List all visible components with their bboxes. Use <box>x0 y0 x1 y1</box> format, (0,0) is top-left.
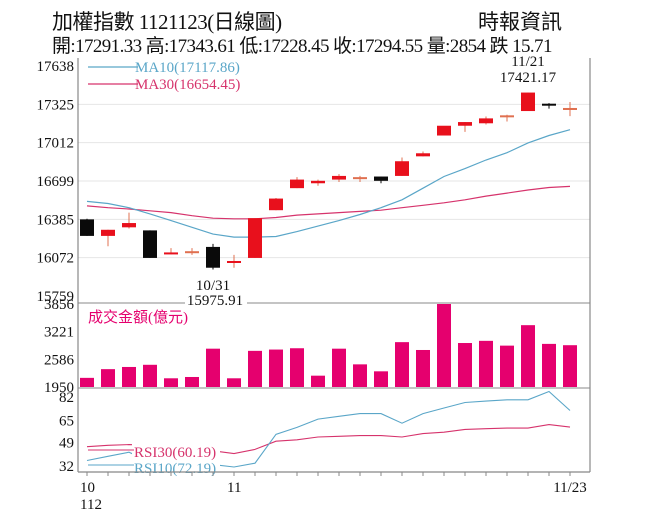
rsi-tick-label: 65 <box>59 413 74 429</box>
rsi30-legend-label: RSI30(60.19) <box>134 445 216 461</box>
volume-bar <box>479 340 493 387</box>
rsi10-legend-label: RSI10(72.19) <box>134 461 216 477</box>
ma10-legend-label: MA10(17117.86) <box>135 60 240 76</box>
candle-up <box>164 252 178 255</box>
candle-down <box>143 230 157 258</box>
candle-up <box>563 107 577 110</box>
volume-bar <box>437 304 451 387</box>
volume-bar <box>101 369 115 387</box>
candle-up <box>458 122 472 126</box>
volume-bar <box>185 376 199 387</box>
rsi-tick-label: 82 <box>59 390 74 406</box>
price-tick-label: 17638 <box>37 59 75 75</box>
x-axis-label: 11 <box>227 480 241 496</box>
ohlc-summary: 開:17291.33 高:17343.61 低:17228.45 收:17294… <box>52 36 552 57</box>
price-tick-label: 15759 <box>37 289 75 305</box>
volume-bar <box>458 343 472 387</box>
volume-bar <box>248 350 262 387</box>
candle-up <box>248 218 262 258</box>
volume-bar <box>206 348 220 387</box>
source-label: 時報資訊 <box>478 10 562 34</box>
ma10-line <box>86 129 571 238</box>
rsi-tick-label: 32 <box>59 459 74 475</box>
volume-bar <box>563 345 577 387</box>
candle-down <box>374 176 388 181</box>
x-axis-label: 11/23 <box>553 480 587 496</box>
candle-up <box>101 229 115 236</box>
candle-up <box>311 180 325 184</box>
candle-up <box>500 115 514 118</box>
volume-bar <box>122 366 136 387</box>
high-value-annotation: 17421.17 <box>500 70 557 86</box>
volume-bar <box>521 325 535 387</box>
candle-up <box>269 198 283 211</box>
candle-up <box>353 177 367 180</box>
volume-bar <box>311 375 325 387</box>
volume-tick-label: 3221 <box>44 325 74 341</box>
x-axis-year-label: 112 <box>80 497 102 513</box>
volume-bar <box>353 364 367 387</box>
candle-up <box>227 260 241 263</box>
volume-bar <box>332 348 346 387</box>
volume-bar <box>374 371 388 387</box>
candle-up <box>437 125 451 136</box>
rsi-legend-bg <box>132 441 220 475</box>
volume-tick-label: 2586 <box>44 352 75 368</box>
volume-bar <box>500 345 514 387</box>
candle-up <box>479 118 493 124</box>
price-tick-label: 16385 <box>37 212 75 228</box>
candle-up <box>122 223 136 228</box>
volume-bar <box>542 343 556 387</box>
candle-up <box>290 179 304 189</box>
rsi-tick-label: 49 <box>59 436 74 452</box>
candle-up <box>185 251 199 254</box>
volume-title: 成交金額(億元) <box>88 308 188 326</box>
volume-bar <box>227 378 241 387</box>
ma30-line <box>86 185 571 220</box>
price-tick-label: 17325 <box>37 97 75 113</box>
price-tick-label: 16072 <box>37 251 75 267</box>
volume-bar <box>143 364 157 387</box>
high-date-annotation: 11/21 <box>511 54 545 70</box>
chart-title: 加權指數 1121123(日線圖) <box>52 10 282 34</box>
price-tick-label: 17012 <box>37 136 75 152</box>
volume-bar <box>290 348 304 387</box>
candle-down <box>80 219 94 236</box>
candle-up <box>416 153 430 157</box>
volume-tick-label: 1950 <box>44 380 74 396</box>
candle-down <box>206 246 220 268</box>
volume-bar <box>416 349 430 387</box>
price-tick-label: 16699 <box>37 174 75 190</box>
volume-bar <box>269 349 283 387</box>
ma30-legend-label: MA30(16654.45) <box>135 77 240 93</box>
candle-up <box>395 161 409 176</box>
low-date-annotation: 10/31 <box>196 278 230 294</box>
x-axis-label: 10 <box>80 480 95 496</box>
volume-tick-label: 3856 <box>44 297 75 313</box>
volume-bar <box>395 342 409 387</box>
low-value-annotation: 15975.91 <box>187 293 243 309</box>
volume-bar <box>80 377 94 387</box>
candle-up <box>332 175 346 180</box>
candle-up <box>521 92 535 112</box>
candle-down <box>542 103 556 106</box>
volume-bar <box>164 378 178 387</box>
